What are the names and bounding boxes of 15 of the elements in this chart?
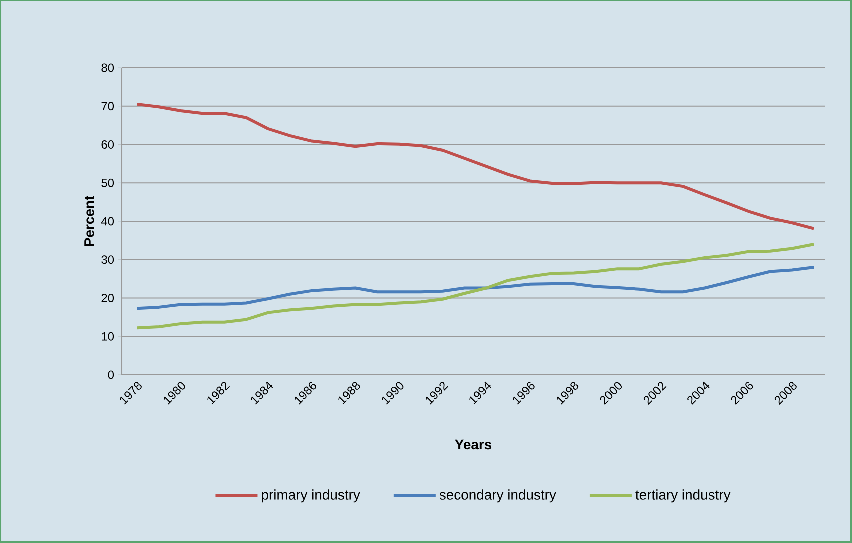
y-tick-label: 70 [102,102,114,111]
y-tick-label: 10 [102,332,114,341]
y-tick-label: 20 [102,294,114,302]
legend-label: tertiary industry [636,490,731,503]
x-axis-title: Years [455,440,492,450]
y-tick-label: 40 [101,217,114,226]
legend-label: primary industry [262,490,360,503]
y-tick-label: 80 [102,64,114,72]
y-tick-label: 60 [102,140,114,149]
legend-label: secondary industry [440,490,556,503]
y-tick-label: 50 [102,178,114,188]
y-axis-title: Percent [84,196,94,246]
y-tick-label: 30 [102,256,114,264]
line-series [136,243,816,330]
y-tick-label: 0 [108,370,114,380]
